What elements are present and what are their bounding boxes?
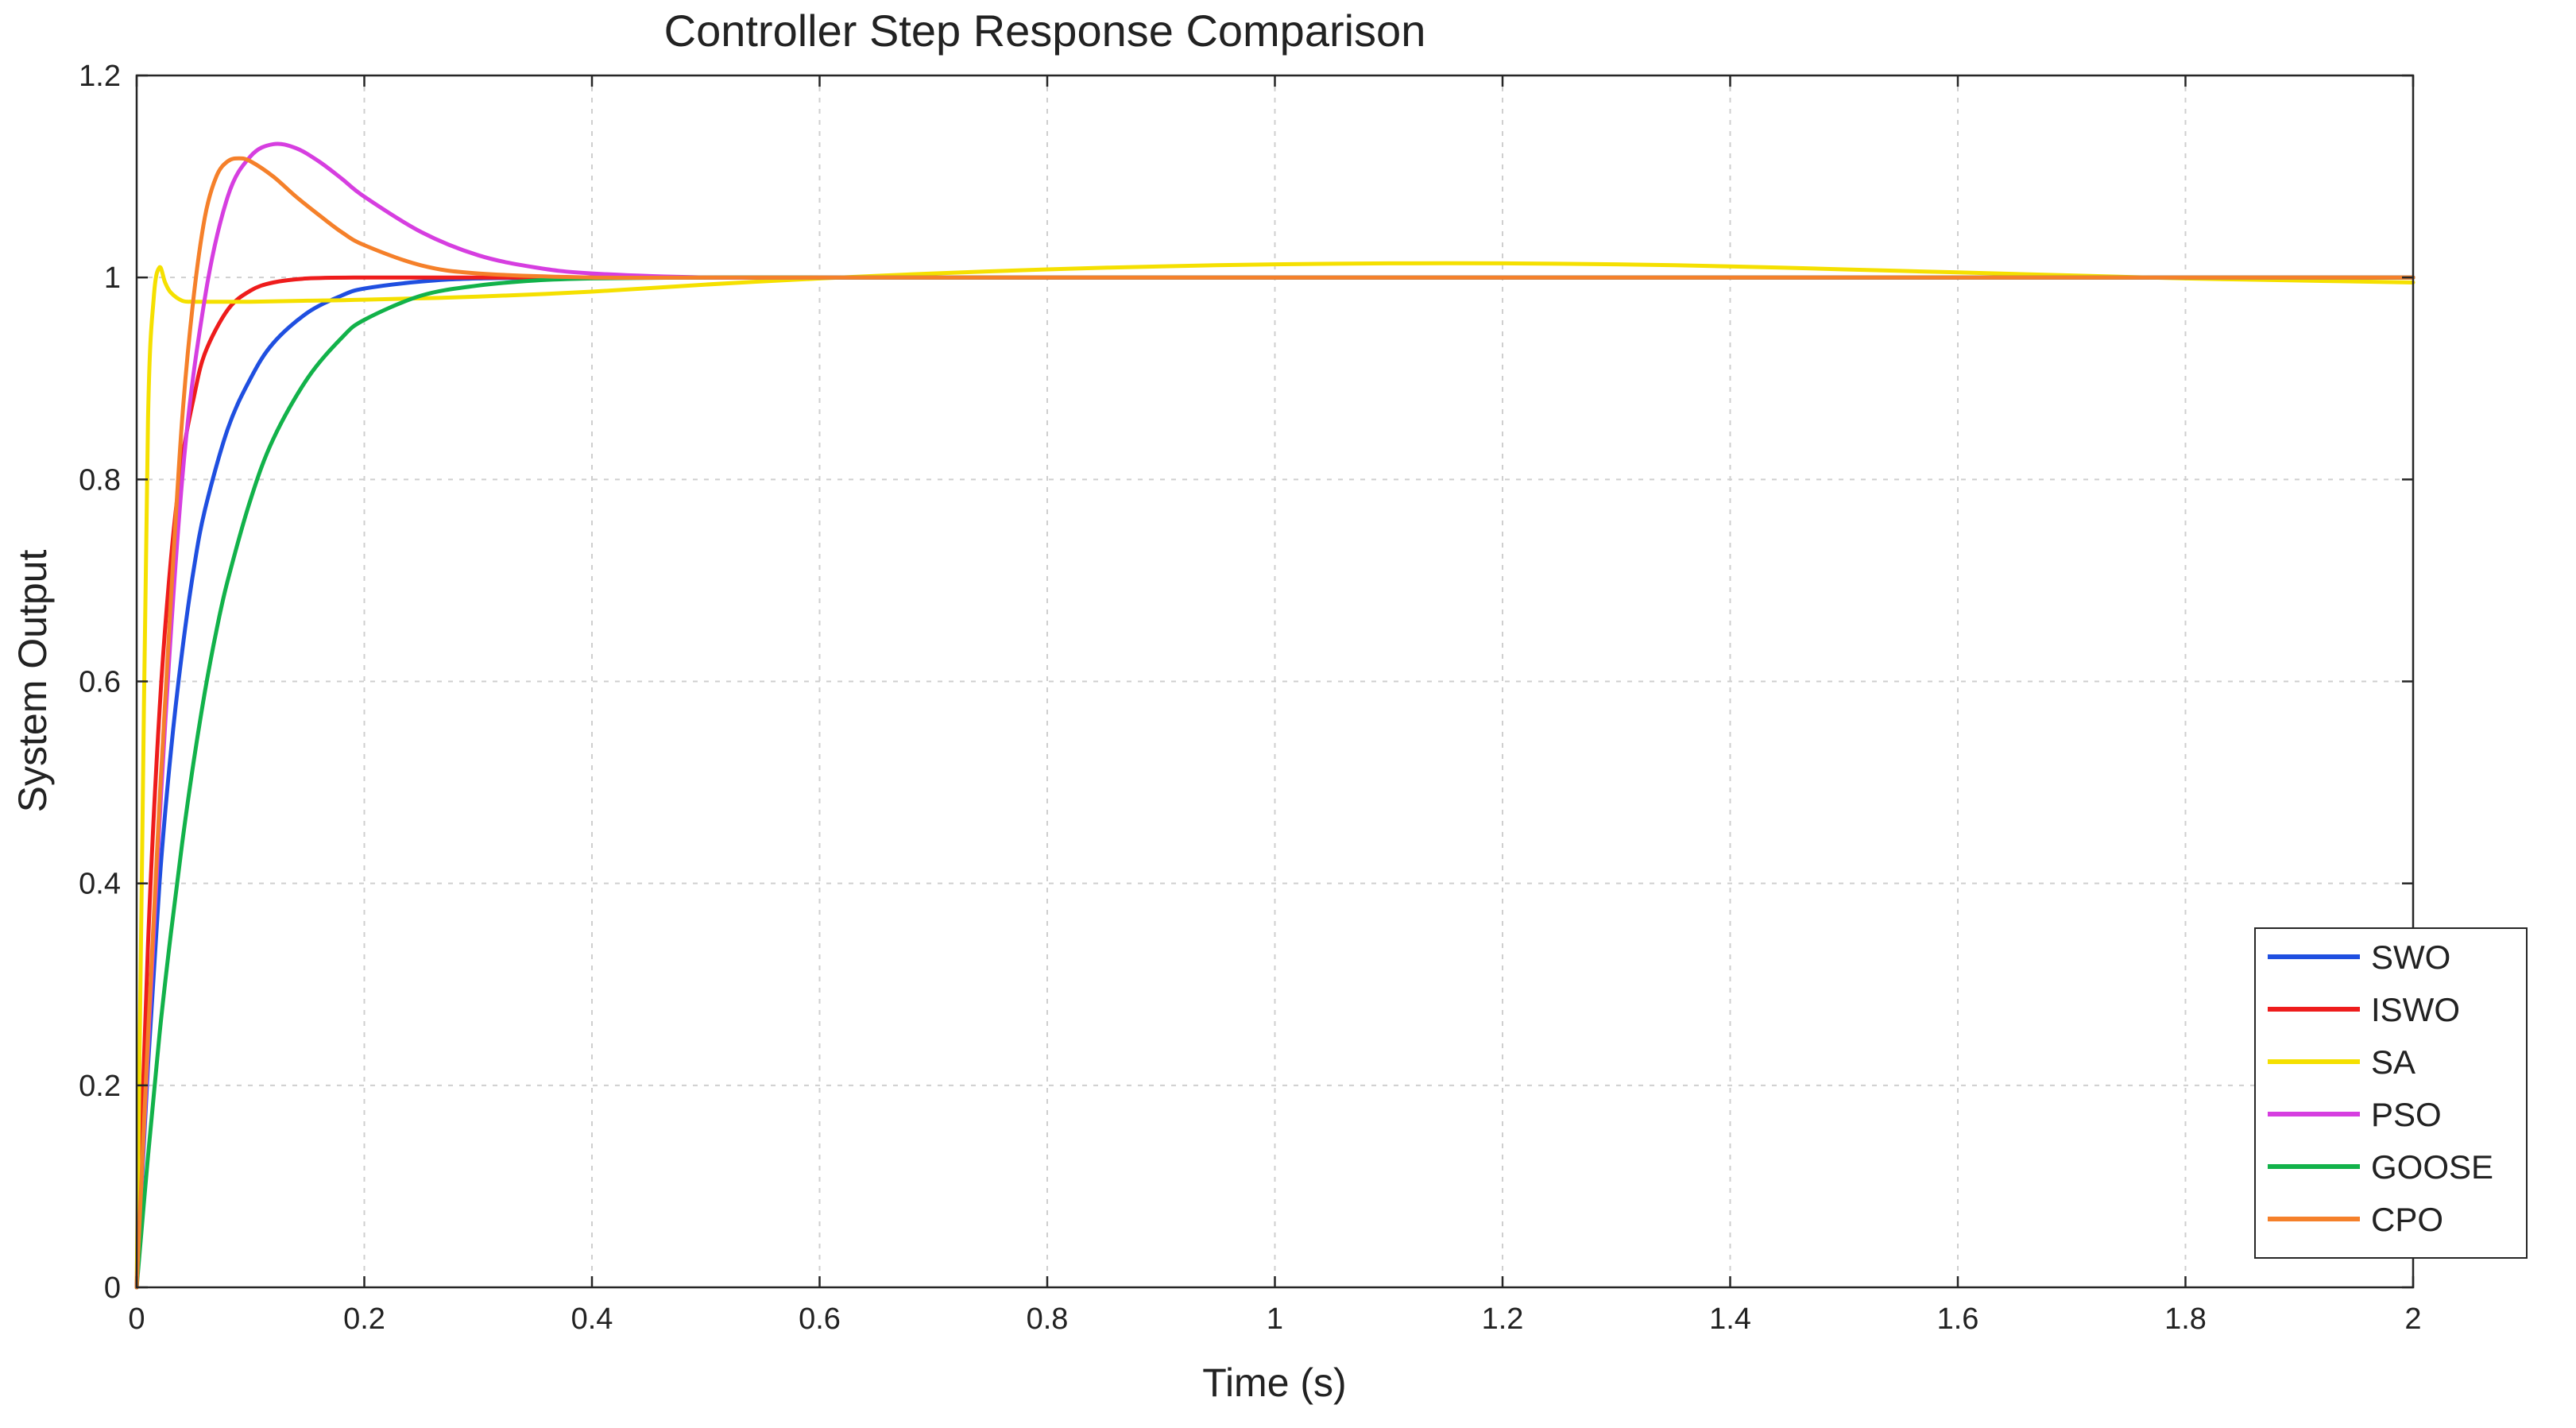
legend-label-sa: SA bbox=[2371, 1043, 2415, 1081]
y-tick-label: 1.2 bbox=[79, 60, 121, 93]
x-tick-label: 1 bbox=[1267, 1302, 1283, 1336]
x-tick-label: 1.8 bbox=[2164, 1302, 2207, 1336]
chart-title: Controller Step Response Comparison bbox=[664, 6, 1426, 56]
series-line-sa bbox=[134, 261, 2415, 1290]
legend-label-iswo: ISWO bbox=[2371, 991, 2460, 1028]
y-axis-label: System Output bbox=[10, 550, 55, 813]
y-tick-label: 0.4 bbox=[79, 868, 121, 901]
x-tick-label: 0.2 bbox=[343, 1302, 385, 1336]
x-tick-label: 0.6 bbox=[799, 1302, 841, 1336]
y-tick-label: 0.8 bbox=[79, 463, 121, 497]
y-tick-label: 0.2 bbox=[79, 1070, 121, 1103]
x-tick-label: 1.4 bbox=[1709, 1302, 1751, 1336]
y-tick-label: 0 bbox=[104, 1271, 121, 1305]
series-line-cpo bbox=[134, 156, 2415, 1290]
legend-box bbox=[2254, 927, 2528, 1259]
legend-label-pso: PSO bbox=[2371, 1096, 2442, 1133]
x-tick-label: 0.8 bbox=[1027, 1302, 1069, 1336]
legend-label-goose: GOOSE bbox=[2371, 1148, 2493, 1186]
legend: SWO ISWO SA PSO GOOSE CPO bbox=[2254, 927, 2528, 1259]
x-tick-label: 0.4 bbox=[571, 1302, 613, 1336]
x-tick-label: 1.6 bbox=[1937, 1302, 1979, 1336]
y-tick-label: 0.6 bbox=[79, 666, 121, 699]
x-tick-labels: 0 0.2 0.4 0.6 0.8 1 1.2 1.4 1.6 1.8 2 bbox=[128, 1302, 2421, 1336]
legend-label-swo: SWO bbox=[2371, 938, 2450, 976]
x-tick-label: 0 bbox=[128, 1302, 145, 1336]
x-tick-label: 2 bbox=[2404, 1302, 2421, 1336]
series-lines bbox=[134, 141, 2415, 1290]
y-tick-labels: 0 0.2 0.4 0.6 0.8 1 1.2 bbox=[79, 60, 121, 1305]
x-axis-label: Time (s) bbox=[1202, 1360, 1346, 1405]
legend-label-cpo: CPO bbox=[2371, 1201, 2443, 1238]
y-tick-label: 1 bbox=[104, 261, 121, 295]
x-tick-label: 1.2 bbox=[1482, 1302, 1524, 1336]
